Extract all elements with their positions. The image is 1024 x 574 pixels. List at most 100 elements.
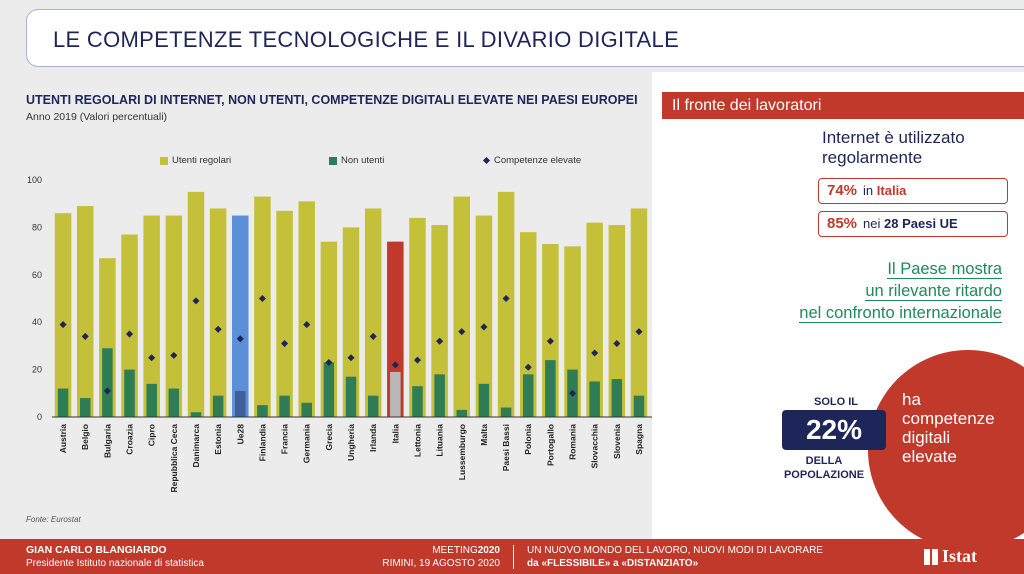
bar-users [232,215,249,417]
bar-non-users [190,412,202,417]
marker-skills [436,337,444,345]
marker-skills [458,328,466,336]
bar-non-users [390,371,401,417]
bar-users [431,225,448,417]
bar-non-users [235,390,246,417]
circle-line3: digitali [902,428,951,447]
bar-non-users [79,398,91,417]
x-tick-label: Lettonia [412,424,422,457]
highlight-circle [868,350,1024,550]
bar-non-users [301,402,312,417]
bar-users [364,208,382,417]
bar-users [76,206,94,417]
marker-skills [125,330,134,338]
marker-skills [546,337,554,345]
meeting-year: 2020 [477,545,500,556]
gap-line1: Il Paese mostra [887,260,1002,279]
x-tick-label: Repubblica Ceca [169,424,179,493]
x-tick-label: Lituania [435,424,445,457]
internet-usage-line2: regolarmente [822,148,923,167]
popolazione-label: POPOLAZIONE [783,469,865,481]
bar-non-users [545,360,556,417]
internet-usage-heading: Internet è utilizzato regolarmente [822,128,965,168]
meeting-place: RIMINI, 19 AGOSTO 2020 [382,558,500,569]
bar-non-users [500,407,512,417]
x-tick-label: Slovacchia [590,424,600,469]
bar-non-users [212,395,224,417]
slide-title-box: LE COMPETENZE TECNOLOGICHE E IL DIVARIO … [26,9,1024,67]
x-tick-label: Portogallo [545,424,555,466]
slide-title: LE COMPETENZE TECNOLOGICHE E IL DIVARIO … [53,27,680,52]
bar-non-users [456,409,468,417]
x-tick-label: Estonia [213,424,223,455]
bar-users [475,215,493,417]
bar-users [409,217,426,417]
marker-skills [591,349,599,357]
solo-label: SOLO IL [814,396,858,408]
legend-swatch-non-users [329,156,337,165]
marker-skills [347,354,355,362]
marker-skills [170,351,178,359]
gap-statement: Il Paese mostra un rilevante ritardo nel… [799,258,1002,324]
slogan-line2: da «FLESSIBILE» a «DISTANZIATO» [527,558,699,569]
bar-users [54,213,72,417]
gap-line3: nel confronto internazionale [799,304,1002,323]
circle-line2: competenze [902,409,995,428]
bar-non-users [146,383,157,417]
x-tick-label: Italia [390,424,400,444]
istat-logo: Istat [924,546,977,567]
italy-in: in [863,183,874,198]
circle-line4: elevate [902,447,957,466]
x-tick-label: Polonia [523,424,533,455]
marker-skills [192,297,200,305]
bar-non-users [522,374,534,417]
x-tick-label: Danimarca [191,424,201,468]
bar-non-users [57,388,69,417]
x-tick-label: Belgio [80,424,90,450]
bar-users [209,208,227,417]
x-tick-label: Cipro [147,424,157,446]
footer-role: Presidente Istituto nazionale di statist… [26,558,204,569]
x-tick-label: Malta [479,424,489,446]
legend-item-skills: Competenze elevate [482,155,581,166]
istat-logo-mark-icon [924,548,938,565]
bar-users [608,225,626,417]
marker-skills [81,332,89,340]
marker-skills [236,335,244,343]
bar-users [187,191,205,417]
italy-pct: 74% [827,182,858,199]
bar-users [298,201,315,417]
bar-chart: 0 20 40 60 80 100 Austria Belgio Bulgaria Croazia… [27,175,660,493]
x-tick-label: Romania [568,424,578,460]
marker-skills [635,328,643,336]
istat-logo-text: Istat [942,546,977,566]
bar-users [165,215,183,417]
circle-text: ha competenze digitali elevate [902,390,995,466]
bar-non-users [611,379,623,417]
marker-skills [59,321,67,329]
x-tick-label: Francia [280,424,290,455]
bar-non-users [102,348,113,417]
marker-skills [524,363,532,371]
bar-users [519,232,537,417]
marker-skills [258,294,266,303]
della-popolazione: DELLA POPOLAZIONE [772,454,876,482]
eu-in: nei [863,216,881,231]
x-tick-label: Grecia [324,424,334,451]
marker-skills [480,323,488,331]
chart-title: UTENTI REGOLARI DI INTERNET, NON UTENTI,… [26,93,638,107]
marker-skills [103,387,111,395]
bar-users [342,227,360,417]
bar-non-users [412,386,423,417]
bar-users [586,222,603,417]
marker-skills [214,325,222,333]
footer-separator [513,545,514,569]
chart-source: Fonte: Eurostat [26,515,81,524]
footer-name: GIAN CARLO BLANGIARDO [26,544,167,556]
y-tick-label: 60 [32,270,42,280]
marker-skills [369,332,377,340]
eu-label: 28 Paesi UE [884,216,958,231]
slogan-line1: UN NUOVO MONDO DEL LAVORO, NUOVI MODI DI… [527,545,823,556]
eu-pct: 85% [827,215,858,232]
x-tick-label: Austria [58,424,68,454]
